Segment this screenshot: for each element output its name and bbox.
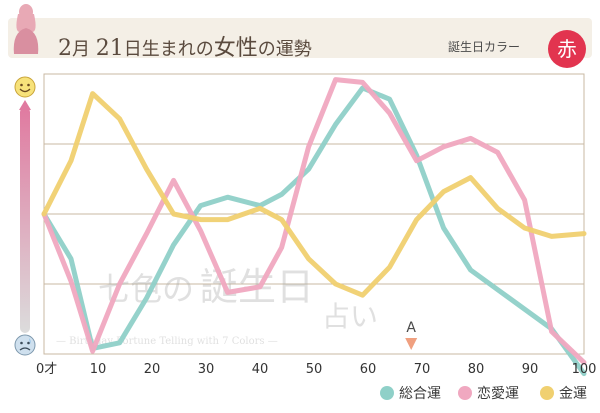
watermark-line2: 占い: [322, 300, 378, 333]
legend-item-1: 総合運: [380, 384, 441, 402]
marker-triangle-icon: [405, 338, 418, 350]
title-month-number: 2: [58, 36, 72, 61]
legend-swatch: [458, 386, 472, 400]
title-day-number: 21: [95, 36, 124, 61]
title-rest-a: 日生まれの: [123, 39, 214, 60]
header-bar: [8, 18, 592, 58]
x-tick-label: 60: [360, 362, 377, 377]
chart-series: [41, 77, 587, 377]
happy-face-icon: [14, 76, 36, 98]
legend-item-3: 金運: [540, 384, 587, 402]
x-tick-label: 50: [306, 362, 323, 377]
sad-face-icon: [14, 334, 36, 356]
x-axis-ticks: 0才 10 20 30 40 50 60 70 80 90 100: [36, 362, 596, 377]
fortune-scale-bar: [20, 107, 30, 333]
legend-label: 恋愛運: [477, 386, 519, 402]
title-month-char: 月: [72, 39, 90, 60]
x-tick-label: 90: [522, 362, 539, 377]
x-tick-label: 0才: [36, 362, 57, 377]
legend-swatch: [540, 386, 554, 400]
birthday-color-label: 誕生日カラー: [448, 40, 521, 54]
scale-arrow-up-icon: [19, 100, 31, 110]
x-tick-label: 70: [414, 362, 431, 377]
x-tick-label: 20: [144, 362, 161, 377]
legend-item-2: 恋愛運: [458, 384, 519, 402]
x-tick-label: 100: [572, 362, 597, 377]
title-rest-b: の運勢: [257, 39, 312, 60]
series-line-3: [41, 91, 587, 298]
birthday-color-badge: 赤: [548, 30, 586, 68]
x-tick-label: 30: [198, 362, 215, 377]
legend-swatch: [380, 386, 394, 400]
woman-silhouette-icon: [13, 4, 39, 54]
legend-label: 総合運: [399, 386, 441, 402]
x-tick-label: 10: [90, 362, 107, 377]
marker-label: A: [406, 320, 416, 336]
series-line-2: [41, 77, 587, 365]
age-marker: A: [405, 320, 418, 350]
x-tick-label: 40: [252, 362, 269, 377]
legend-label: 金運: [559, 386, 587, 402]
page-title: 2月 21日生まれの女性の運勢: [58, 30, 312, 62]
x-tick-label: 80: [468, 362, 485, 377]
watermark-subtitle: — Birthday Fortune Telling with 7 Colors…: [56, 336, 278, 347]
series-line-1: [41, 85, 587, 377]
title-rest-big: 女性: [213, 36, 258, 61]
